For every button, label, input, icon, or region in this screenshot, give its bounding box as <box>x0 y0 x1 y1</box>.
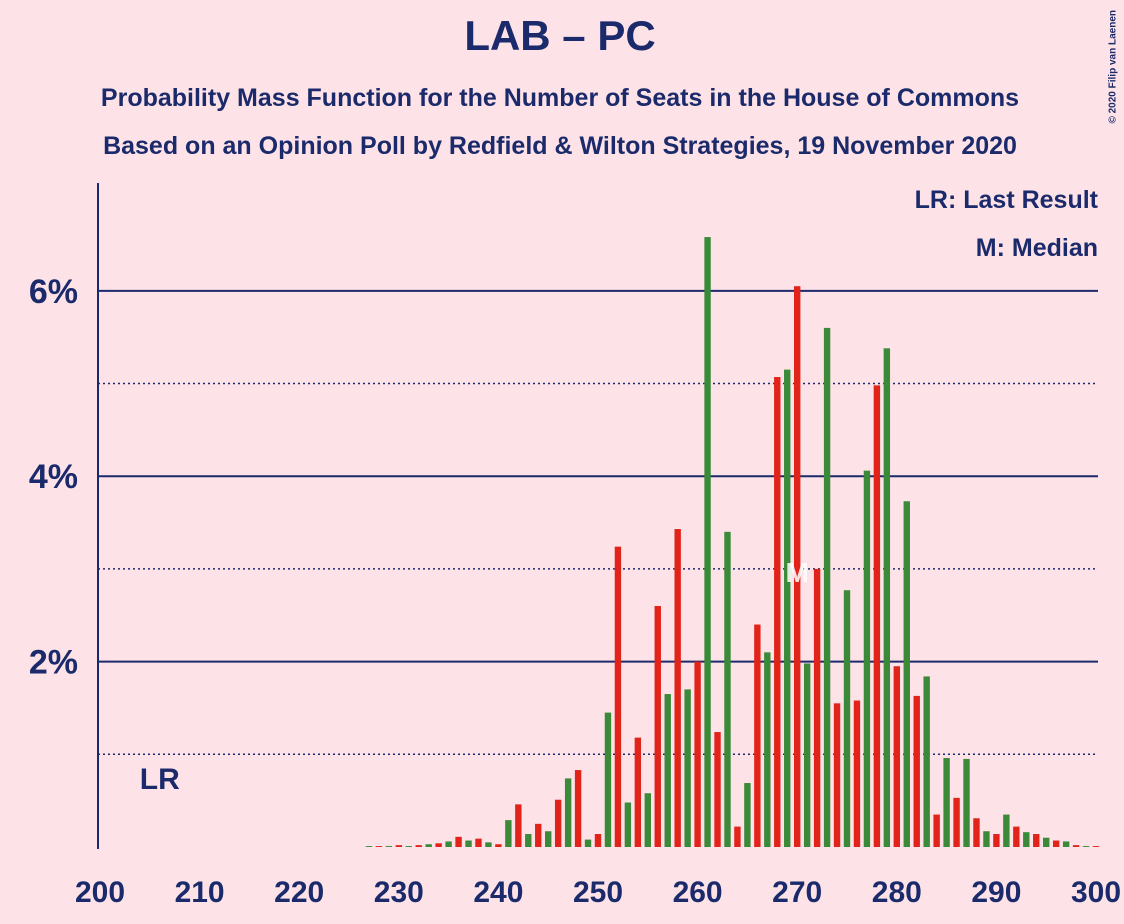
bar <box>634 737 642 847</box>
bar <box>465 840 472 847</box>
bar <box>385 846 393 847</box>
bar <box>694 661 701 847</box>
bar <box>535 823 542 847</box>
bar <box>1033 834 1040 847</box>
x-tick-label: 260 <box>673 876 723 909</box>
bar <box>903 501 910 847</box>
bar <box>624 802 632 847</box>
bar <box>813 568 821 847</box>
bar <box>445 841 452 847</box>
bar <box>584 839 592 847</box>
bar <box>664 694 671 847</box>
x-tick-label: 200 <box>75 876 125 909</box>
bar <box>853 700 861 847</box>
bar <box>993 834 1000 847</box>
bar <box>953 797 960 847</box>
bar <box>415 845 422 847</box>
bar <box>574 770 582 847</box>
bar <box>1062 841 1070 847</box>
bar <box>1092 846 1100 847</box>
bar <box>823 327 831 847</box>
bar <box>893 666 900 847</box>
bar <box>724 531 731 847</box>
x-tick-label: 240 <box>473 876 523 909</box>
bar <box>1082 846 1090 847</box>
bar <box>564 778 572 847</box>
bar <box>375 846 383 847</box>
bar <box>525 834 532 847</box>
bar <box>734 826 741 847</box>
x-tick-label: 290 <box>971 876 1021 909</box>
y-tick-label: 2% <box>29 644 78 682</box>
bar <box>505 820 512 847</box>
bar <box>395 845 402 847</box>
bar <box>1072 845 1080 847</box>
bar <box>943 758 950 847</box>
copyright: © 2020 Filip van Laenen <box>1108 10 1119 124</box>
bar <box>684 689 691 847</box>
x-tick-label: 280 <box>872 876 922 909</box>
bar <box>843 590 851 847</box>
x-tick-label: 270 <box>772 876 822 909</box>
y-tick-label: 6% <box>29 273 78 311</box>
bar <box>1043 837 1050 847</box>
x-tick-label: 300 <box>1071 876 1121 909</box>
bar <box>973 818 980 847</box>
bar <box>644 793 651 847</box>
bar <box>365 846 373 847</box>
bar <box>913 695 920 847</box>
bar <box>744 783 751 847</box>
bar <box>545 831 552 847</box>
bar <box>963 758 970 847</box>
bar <box>495 844 502 847</box>
x-tick-label: 250 <box>573 876 623 909</box>
bar <box>1003 814 1010 847</box>
median-label: M <box>786 557 809 588</box>
bar <box>435 843 442 847</box>
bar <box>515 804 522 847</box>
bar <box>794 286 801 847</box>
bar <box>863 470 871 847</box>
bar <box>405 846 412 847</box>
last-result-label: LR <box>140 763 180 796</box>
bar <box>1023 832 1030 847</box>
bar <box>833 703 841 847</box>
bar <box>923 676 930 847</box>
bar <box>774 377 781 847</box>
bar <box>803 663 811 847</box>
bar <box>873 385 881 847</box>
bar <box>654 605 661 847</box>
bar <box>425 844 432 847</box>
bar <box>475 838 482 847</box>
bar <box>704 237 711 848</box>
x-tick-label: 230 <box>374 876 424 909</box>
bar <box>754 624 761 847</box>
x-tick-label: 220 <box>274 876 324 909</box>
bar <box>784 369 791 847</box>
legend-entry: LR: Last Result <box>915 186 1099 214</box>
bar <box>674 529 681 847</box>
chart-title: LAB – PC <box>464 12 655 59</box>
bar <box>714 732 721 847</box>
bar <box>1013 826 1020 847</box>
bar <box>614 546 622 847</box>
y-tick-label: 4% <box>29 458 78 496</box>
bar <box>455 836 462 847</box>
bar <box>883 348 891 847</box>
bar <box>1052 840 1060 847</box>
subtitle: Based on an Opinion Poll by Redfield & W… <box>103 132 1017 160</box>
bar <box>764 652 771 847</box>
bar <box>983 831 990 847</box>
bar <box>594 834 602 847</box>
bar <box>933 814 940 847</box>
legend-entry: M: Median <box>976 234 1098 262</box>
x-tick-label: 210 <box>175 876 225 909</box>
subtitle: Probability Mass Function for the Number… <box>101 84 1019 112</box>
bar <box>604 712 612 847</box>
bar <box>554 799 562 847</box>
bar <box>485 842 492 847</box>
